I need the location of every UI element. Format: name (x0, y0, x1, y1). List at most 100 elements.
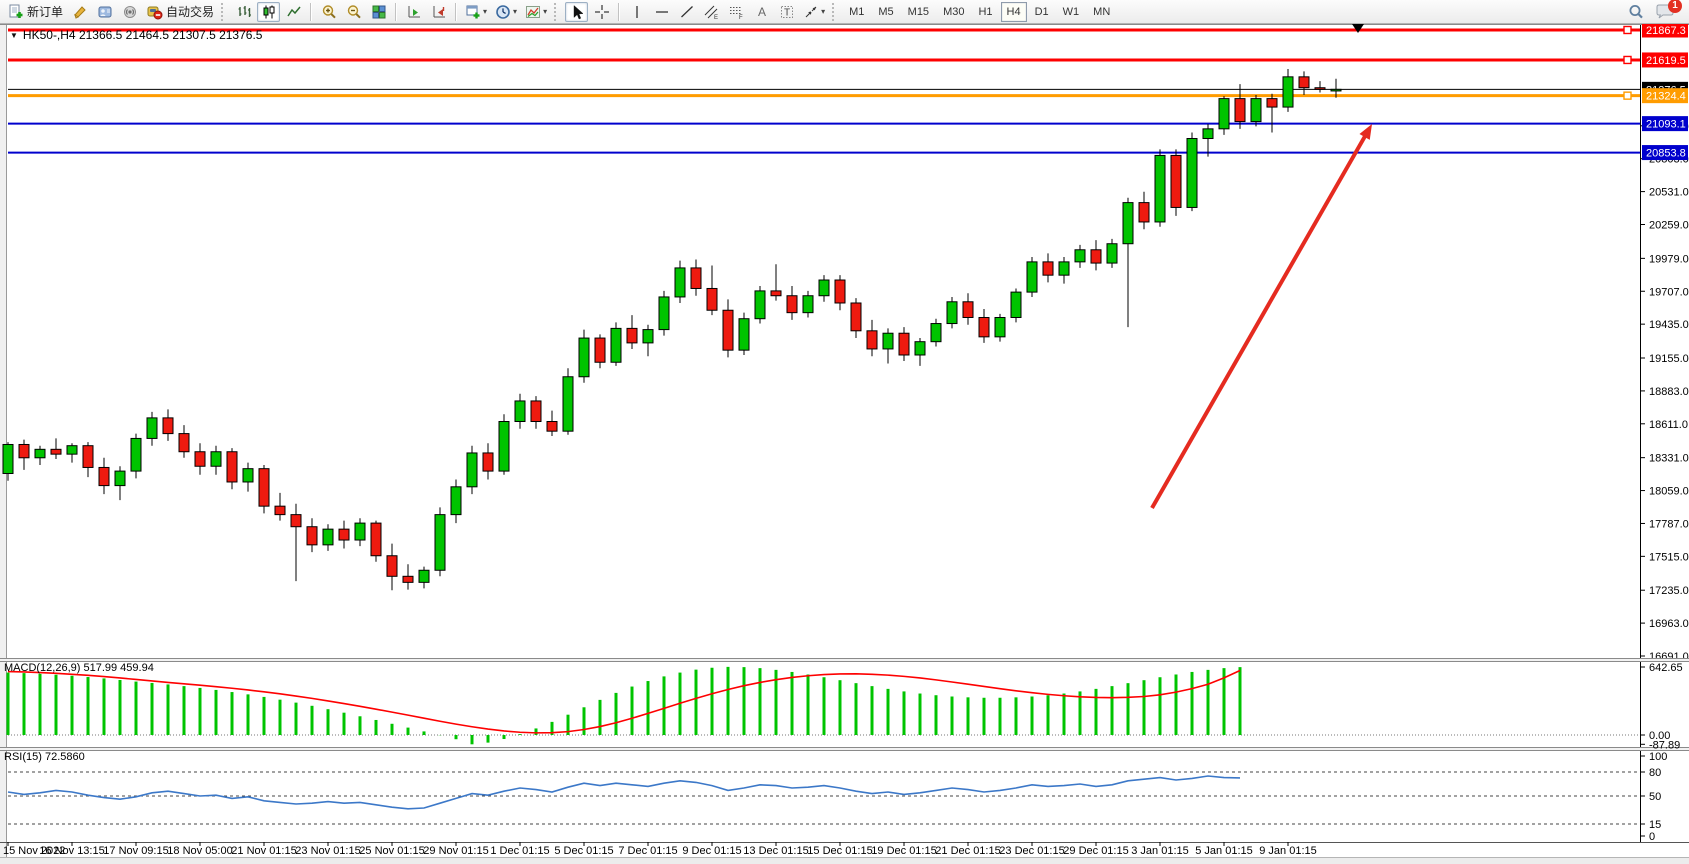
svg-text:A: A (758, 5, 766, 19)
timeframe-m30[interactable]: M30 (937, 2, 970, 22)
autotrading-label: 自动交易 (166, 5, 215, 19)
chart-title-bar: ▼ HK50-,H4 21366.5 21464.5 21307.5 21376… (10, 28, 262, 42)
periods-button[interactable]: ▾ (492, 2, 520, 22)
dropdown-arrow-icon: ▾ (483, 7, 488, 16)
svg-text:F: F (739, 15, 743, 20)
channel-button[interactable]: E (700, 2, 723, 22)
timeframe-m15[interactable]: M15 (902, 2, 935, 22)
new-chart-button[interactable]: ▾ (462, 2, 490, 22)
crosshair-icon (594, 4, 610, 20)
chart-bars-button[interactable] (232, 2, 255, 22)
auto-scroll-button[interactable] (402, 2, 425, 22)
svg-text:642.65: 642.65 (1649, 662, 1683, 674)
chart-title-collapse-icon[interactable]: ▼ (10, 30, 18, 40)
zoom-out-icon (346, 4, 362, 20)
new-order-icon (8, 4, 24, 20)
timeframe-label: M15 (907, 5, 930, 18)
rsi-indicator-label: RSI(15) 72.5860 (4, 751, 85, 763)
chart-line-button[interactable] (282, 2, 305, 22)
trendline-button[interactable] (675, 2, 698, 22)
toolbar-separator (455, 2, 458, 21)
crosshair-button[interactable] (590, 2, 613, 22)
toolbar-separator (618, 2, 621, 21)
autotrading-button[interactable]: 自动交易 (143, 2, 217, 22)
cursor-button[interactable] (565, 1, 589, 22)
timeframe-mn[interactable]: MN (1087, 2, 1116, 22)
arrows-icon (803, 4, 819, 20)
text-label-button[interactable]: T (775, 2, 798, 22)
svg-text:18883.0: 18883.0 (1649, 386, 1689, 398)
svg-text:17787.0: 17787.0 (1649, 518, 1689, 530)
svg-text:5 Dec 01:15: 5 Dec 01:15 (554, 845, 613, 857)
svg-text:1 Dec 01:15: 1 Dec 01:15 (490, 845, 549, 857)
svg-text:19979.0: 19979.0 (1649, 253, 1689, 265)
svg-text:16963.0: 16963.0 (1649, 618, 1689, 630)
timeframe-label: H4 (1006, 5, 1021, 18)
dropdown-arrow-icon: ▾ (543, 7, 548, 16)
chart-candles-button[interactable] (257, 1, 281, 22)
chart-shift-button[interactable] (427, 2, 450, 22)
auto-scroll-icon (406, 4, 422, 20)
zoom-in-button[interactable] (317, 2, 340, 22)
text-button[interactable]: A (750, 2, 773, 22)
dropdown-arrow-icon: ▾ (513, 7, 518, 16)
indicators-icon (525, 4, 541, 20)
timeframe-m1[interactable]: M1 (843, 2, 870, 22)
svg-text:18 Nov 05:00: 18 Nov 05:00 (167, 845, 232, 857)
horizontal-line-button[interactable] (650, 2, 673, 22)
fibonacci-button[interactable]: F (725, 2, 748, 22)
indicators-button[interactable]: ▾ (522, 2, 550, 22)
tile-windows-button[interactable] (367, 2, 390, 22)
styler-button[interactable] (68, 2, 91, 22)
svg-text:0: 0 (1649, 831, 1655, 843)
timeframe-label: W1 (1062, 5, 1080, 18)
cursor-icon (569, 4, 585, 20)
svg-text:20853.8: 20853.8 (1646, 148, 1686, 160)
svg-text:9 Dec 01:15: 9 Dec 01:15 (682, 845, 741, 857)
text-icon: A (754, 4, 770, 20)
new-order-button[interactable]: 新订单 (5, 2, 66, 22)
svg-text:25 Nov 01:15: 25 Nov 01:15 (359, 845, 424, 857)
line-chart-icon (286, 4, 302, 20)
timeframe-h4[interactable]: H4 (1000, 1, 1027, 22)
timeframe-label: M30 (943, 5, 965, 18)
horizontal-line-icon (654, 4, 670, 20)
arrows-button[interactable]: ▾ (800, 2, 828, 22)
timeframe-w1[interactable]: W1 (1057, 2, 1086, 22)
svg-text:5 Jan 01:15: 5 Jan 01:15 (1195, 845, 1253, 857)
search-button[interactable] (1624, 2, 1648, 22)
timeframe-label: H1 (978, 5, 993, 18)
toolbar-separator (395, 2, 398, 21)
timeframe-m5[interactable]: M5 (872, 2, 899, 22)
svg-text:50: 50 (1649, 791, 1661, 803)
search-icon (1627, 3, 1645, 21)
svg-text:E: E (714, 15, 718, 20)
svg-text:29 Dec 01:15: 29 Dec 01:15 (1063, 845, 1128, 857)
svg-text:17 Nov 09:15: 17 Nov 09:15 (103, 845, 168, 857)
vertical-line-button[interactable] (625, 2, 648, 22)
zoom-out-button[interactable] (342, 2, 365, 22)
brush-icon (72, 4, 88, 20)
dropdown-arrow-icon: ▾ (821, 7, 826, 16)
timeframe-h1[interactable]: H1 (972, 2, 998, 22)
svg-text:23 Nov 01:15: 23 Nov 01:15 (295, 845, 360, 857)
notifications-button[interactable]: 1 (1655, 0, 1682, 21)
timeframe-label: D1 (1034, 5, 1049, 18)
timeframe-d1[interactable]: D1 (1029, 2, 1055, 22)
signal-icon (122, 4, 138, 20)
svg-text:23 Dec 01:15: 23 Dec 01:15 (999, 845, 1064, 857)
toolbar-grip (832, 2, 839, 21)
vertical-line-icon (629, 4, 645, 20)
svg-text:21324.4: 21324.4 (1646, 91, 1686, 103)
chart-shift-icon (431, 4, 447, 20)
profiles-button[interactable] (93, 2, 116, 22)
tile-windows-icon (371, 4, 387, 20)
svg-text:21 Nov 01:15: 21 Nov 01:15 (231, 845, 296, 857)
svg-text:15 Nov 2022: 15 Nov 2022 (3, 845, 65, 857)
svg-text:80: 80 (1649, 767, 1661, 779)
signals-button[interactable] (118, 2, 141, 22)
svg-text:21 Dec 01:15: 21 Dec 01:15 (935, 845, 1000, 857)
svg-text:7 Dec 01:15: 7 Dec 01:15 (618, 845, 677, 857)
